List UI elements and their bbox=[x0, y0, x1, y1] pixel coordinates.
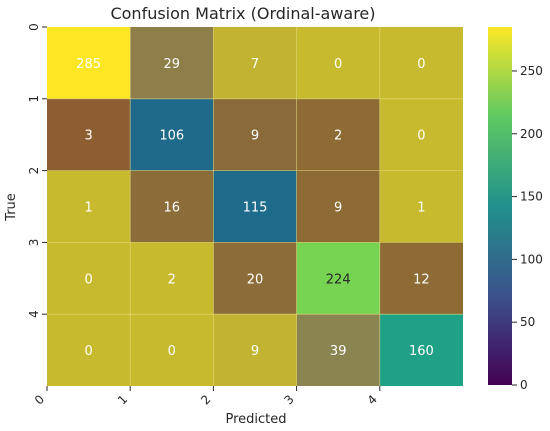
cell-value-label-1-2: 9 bbox=[251, 129, 259, 144]
colorbar-tick-label: 250 bbox=[520, 64, 543, 78]
cell-value-label-0-4: 0 bbox=[417, 57, 425, 72]
cell-value-label-1-3: 2 bbox=[334, 129, 342, 144]
heatmap-cell-0-3 bbox=[296, 27, 380, 99]
cell-value-label-4-2: 9 bbox=[251, 344, 259, 359]
y-tick-label: 0 bbox=[27, 23, 41, 31]
x-tick-label: 3 bbox=[281, 392, 296, 407]
heatmap-cell-3-0 bbox=[47, 242, 131, 315]
cell-value-label-3-3: 224 bbox=[326, 272, 351, 287]
colorbar-tick-label: 100 bbox=[520, 252, 543, 266]
x-tick-label: 0 bbox=[32, 392, 47, 407]
cell-value-label-4-1: 0 bbox=[168, 344, 176, 359]
heatmap-cell-0-4 bbox=[379, 27, 463, 99]
heatmap-cell-4-1 bbox=[130, 314, 214, 386]
heatmap-cell-1-0 bbox=[47, 98, 131, 171]
x-tick-label: 2 bbox=[198, 392, 213, 407]
heatmap-cell-1-2 bbox=[213, 98, 297, 171]
y-tick-label: 4 bbox=[27, 310, 41, 318]
heatmap-cell-4-2 bbox=[213, 314, 297, 386]
heatmap-cell-2-2 bbox=[213, 170, 297, 243]
heatmap-cell-2-1 bbox=[130, 170, 214, 243]
colorbar-tick-label: 50 bbox=[520, 315, 535, 329]
heatmap-cell-2-0 bbox=[47, 170, 131, 243]
cell-value-label-2-2: 115 bbox=[243, 201, 268, 216]
x-axis-label: Predicted bbox=[225, 412, 286, 427]
heatmap-cell-4-0 bbox=[47, 314, 131, 386]
heatmap-cell-0-2 bbox=[213, 27, 297, 99]
heatmap-cell-4-4 bbox=[379, 314, 463, 386]
x-tick-label: 4 bbox=[365, 392, 380, 407]
heatmap-cell-2-3 bbox=[296, 170, 380, 243]
cell-value-label-3-2: 20 bbox=[247, 272, 264, 287]
cell-value-label-1-0: 3 bbox=[84, 129, 92, 144]
heatmap-cell-3-4 bbox=[379, 242, 463, 315]
heatmap-cell-1-1 bbox=[130, 98, 214, 171]
colorbar bbox=[488, 27, 512, 385]
y-axis-ticks: 0 1 2 3 4 bbox=[27, 23, 47, 318]
heatmap-cell-3-3 bbox=[296, 242, 380, 315]
chart-title: Confusion Matrix (Ordinal-aware) bbox=[110, 4, 375, 23]
y-tick-label: 1 bbox=[27, 95, 41, 103]
cell-value-label-1-4: 0 bbox=[417, 129, 425, 144]
heatmap-cell-0-0 bbox=[47, 27, 131, 99]
colorbar-tick-label: 200 bbox=[520, 127, 543, 141]
x-axis-ticks: 0 1 2 3 4 bbox=[32, 386, 381, 408]
heatmap-cell-4-3 bbox=[296, 314, 380, 386]
cell-value-label-3-1: 2 bbox=[168, 272, 176, 287]
colorbar-tick-label: 0 bbox=[520, 378, 528, 392]
y-tick-label: 2 bbox=[27, 167, 41, 175]
cell-value-label-0-0: 285 bbox=[76, 57, 101, 72]
cell-value-label-4-4: 160 bbox=[409, 344, 434, 359]
cell-value-label-2-0: 1 bbox=[84, 201, 92, 216]
y-axis-label: True bbox=[4, 193, 19, 222]
heatmap-cell-3-2 bbox=[213, 242, 297, 315]
cell-value-label-3-4: 12 bbox=[413, 272, 430, 287]
heatmap-cell-labels: 285 29 7 0 03 106 9 2 01 16 115 9 10 2 20 224 120 0 9 39 160 bbox=[76, 57, 434, 359]
heatmap-cell-1-4 bbox=[379, 98, 463, 171]
cell-value-label-1-1: 106 bbox=[159, 129, 184, 144]
heatmap-grid bbox=[47, 27, 463, 386]
heatmap-cells bbox=[47, 27, 463, 386]
heatmap-cell-2-4 bbox=[379, 170, 463, 243]
heatmap-cell-3-1 bbox=[130, 242, 214, 315]
cell-value-label-2-3: 9 bbox=[334, 201, 342, 216]
colorbar-tick-label: 150 bbox=[520, 190, 543, 204]
cell-value-label-0-1: 29 bbox=[164, 57, 181, 72]
cell-value-label-3-0: 0 bbox=[84, 272, 92, 287]
cell-value-label-4-0: 0 bbox=[84, 344, 92, 359]
cell-value-label-0-2: 7 bbox=[251, 57, 259, 72]
cell-value-label-2-1: 16 bbox=[164, 201, 181, 216]
cell-value-label-0-3: 0 bbox=[334, 57, 342, 72]
cell-value-label-2-4: 1 bbox=[417, 201, 425, 216]
heatmap-cell-0-1 bbox=[130, 27, 214, 99]
y-tick-label: 3 bbox=[27, 239, 41, 247]
cell-value-label-4-3: 39 bbox=[330, 344, 347, 359]
heatmap-cell-1-3 bbox=[296, 98, 380, 171]
colorbar-ticks: 0 50 100 150 200 250 bbox=[512, 64, 543, 392]
x-tick-label: 1 bbox=[115, 392, 130, 407]
